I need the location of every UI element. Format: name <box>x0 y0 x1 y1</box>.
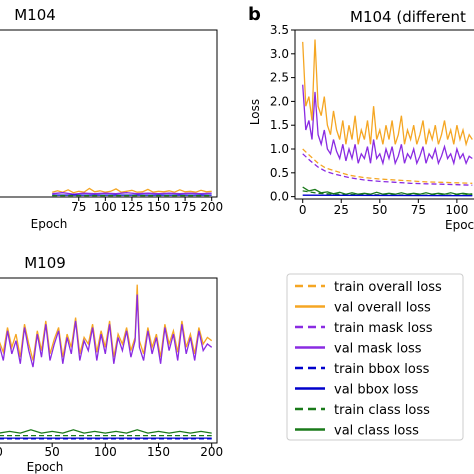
x-axis-label: Epoch <box>31 217 68 231</box>
x-tick-label: 75 <box>411 203 426 217</box>
series-line-val-mask <box>0 294 213 368</box>
legend-label: val overall loss <box>334 301 431 316</box>
panel-top-right: b M104 (different 0.0 0.5 1.0 1.5 2.0 2.5 3.0 3… <box>248 4 474 232</box>
series-line-val-overall <box>302 39 473 147</box>
y-tick-label: 1.0 <box>270 142 289 156</box>
legend-box <box>286 273 464 441</box>
plot-frame <box>0 29 218 198</box>
series-line-val-class <box>0 429 212 434</box>
chart-title: M104 (different <box>350 8 466 26</box>
legend-entries: train overall loss val overall loss train … <box>295 280 442 439</box>
y-axis-ticks: 0.0 0.5 1.0 1.5 2.0 2.5 3.0 3.5 <box>270 23 295 204</box>
series-line-val-bbox <box>302 194 473 197</box>
x-tick-label: 175 <box>174 200 197 214</box>
y-tick-label: 2.0 <box>270 94 289 108</box>
y-tick-label: 0.5 <box>270 166 289 180</box>
x-tick-label: 100 <box>94 445 117 459</box>
y-tick-label: 1.5 <box>270 118 289 132</box>
series-line-train-mask <box>302 153 473 186</box>
series-line-val-overall <box>52 187 212 194</box>
series-line-val-class <box>302 186 473 195</box>
panel-letter: b <box>248 4 261 25</box>
x-axis-ticks: 75 100 125 150 175 200 <box>71 197 223 214</box>
series-line-val-mask <box>52 192 212 195</box>
x-tick-label: 25 <box>334 203 349 217</box>
x-tick-label: 100 <box>445 203 468 217</box>
y-tick-label: 2.5 <box>270 71 289 85</box>
legend: train overall loss val overall loss train … <box>286 273 464 441</box>
y-tick-label: 3.5 <box>270 23 289 37</box>
chart-title: M104 <box>14 6 56 24</box>
plot-frame <box>0 277 218 444</box>
chart-title: M109 <box>24 254 66 272</box>
x-tick-label: 50 <box>372 203 387 217</box>
legend-label: train overall loss <box>334 280 442 295</box>
x-tick-label: 200 <box>200 200 223 214</box>
panel-bottom-left: M109 0 50 100 150 200 Epoch <box>0 254 223 474</box>
series-line-val-mask <box>302 84 473 166</box>
legend-label: train class loss <box>334 403 430 418</box>
series-lines <box>0 284 213 440</box>
x-tick-label: 0 <box>0 445 3 459</box>
series-lines <box>52 187 212 197</box>
y-tick-label: 0.0 <box>270 190 289 204</box>
x-tick-label: 50 <box>45 445 60 459</box>
x-axis-ticks: 0 50 100 150 200 <box>0 443 223 459</box>
plot-frame <box>294 29 474 200</box>
series-lines <box>302 39 473 197</box>
legend-label: val bbox loss <box>334 383 419 398</box>
panel-top-left: M104 75 100 125 150 175 200 Epoch <box>0 6 223 231</box>
x-axis-label: Epoc <box>445 218 474 232</box>
x-tick-label: 150 <box>147 200 170 214</box>
y-axis-label: Loss <box>248 99 262 125</box>
x-tick-label: 125 <box>120 200 143 214</box>
x-tick-label: 75 <box>71 200 86 214</box>
x-tick-label: 0 <box>299 203 307 217</box>
legend-label: val class loss <box>334 424 419 439</box>
series-line-train-overall <box>302 148 473 184</box>
x-tick-label: 100 <box>94 200 117 214</box>
x-axis-ticks: 0 25 50 75 100 <box>299 199 468 217</box>
x-tick-label: 150 <box>147 445 170 459</box>
x-tick-label: 200 <box>200 445 223 459</box>
legend-label: val mask loss <box>334 342 422 357</box>
y-tick-label: 3.0 <box>270 47 289 61</box>
x-axis-label: Epoch <box>27 460 64 474</box>
legend-label: train mask loss <box>334 321 433 336</box>
legend-label: train bbox loss <box>334 362 430 377</box>
